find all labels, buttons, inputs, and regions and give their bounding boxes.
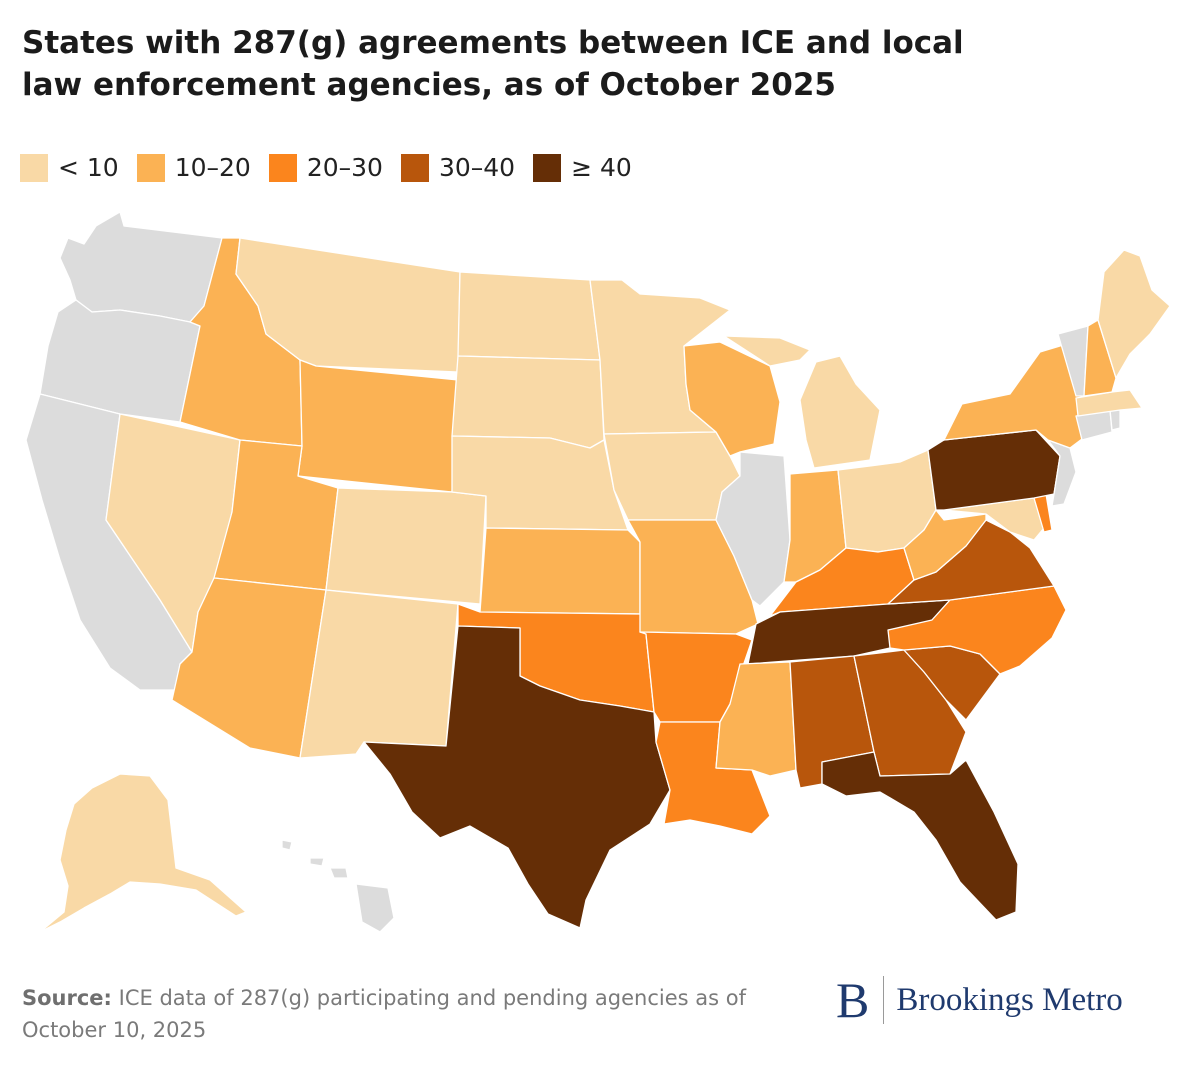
page-title: States with 287(g) agreements between IC… — [22, 25, 964, 103]
brookings-b-logo: B — [836, 972, 870, 1028]
legend: < 10 10–20 20–30 30–40 ≥ 40 — [20, 153, 650, 182]
legend-item-lt10: < 10 — [20, 153, 119, 182]
brand-logo-block: B Brookings Metro — [836, 972, 1123, 1028]
legend-swatch — [533, 153, 562, 182]
state-ME — [1097, 249, 1171, 379]
state-MI — [723, 335, 881, 469]
state-TX — [363, 625, 671, 929]
source-text: ICE data of 287(g) participating and pen… — [22, 986, 746, 1042]
legend-label: ≥ 40 — [571, 153, 632, 182]
state-KS — [479, 527, 641, 615]
state-NM — [299, 589, 459, 759]
legend-swatch — [136, 153, 165, 182]
legend-swatch — [20, 153, 48, 182]
legend-item-30-40: 30–40 — [400, 153, 516, 182]
state-NJ — [1047, 439, 1077, 507]
state-CO — [325, 487, 487, 605]
source-label: Source: — [22, 986, 112, 1010]
brand-name: Brookings Metro — [896, 981, 1123, 1018]
legend-label: < 10 — [58, 153, 119, 182]
legend-item-gte40: ≥ 40 — [533, 153, 632, 182]
legend-label: 10–20 — [174, 153, 251, 182]
state-AK — [39, 773, 247, 933]
state-NE — [451, 435, 629, 531]
state-IL — [715, 451, 791, 607]
legend-item-10-20: 10–20 — [136, 153, 251, 182]
state-HI — [281, 839, 395, 933]
legend-swatch — [268, 153, 297, 182]
state-FL — [821, 751, 1019, 921]
state-SD — [451, 355, 605, 449]
state-RI — [1109, 409, 1121, 431]
us-choropleth-map — [25, 211, 1171, 933]
legend-label: 20–30 — [306, 153, 383, 182]
legend-swatch — [400, 153, 429, 182]
state-NH — [1083, 319, 1117, 397]
state-WV — [903, 509, 987, 581]
legend-label: 30–40 — [438, 153, 516, 182]
state-WY — [297, 359, 459, 493]
source-note: Source: ICE data of 287(g) participating… — [22, 982, 822, 1046]
state-ND — [457, 271, 601, 361]
legend-item-20-30: 20–30 — [268, 153, 383, 182]
brand-divider — [883, 976, 885, 1024]
